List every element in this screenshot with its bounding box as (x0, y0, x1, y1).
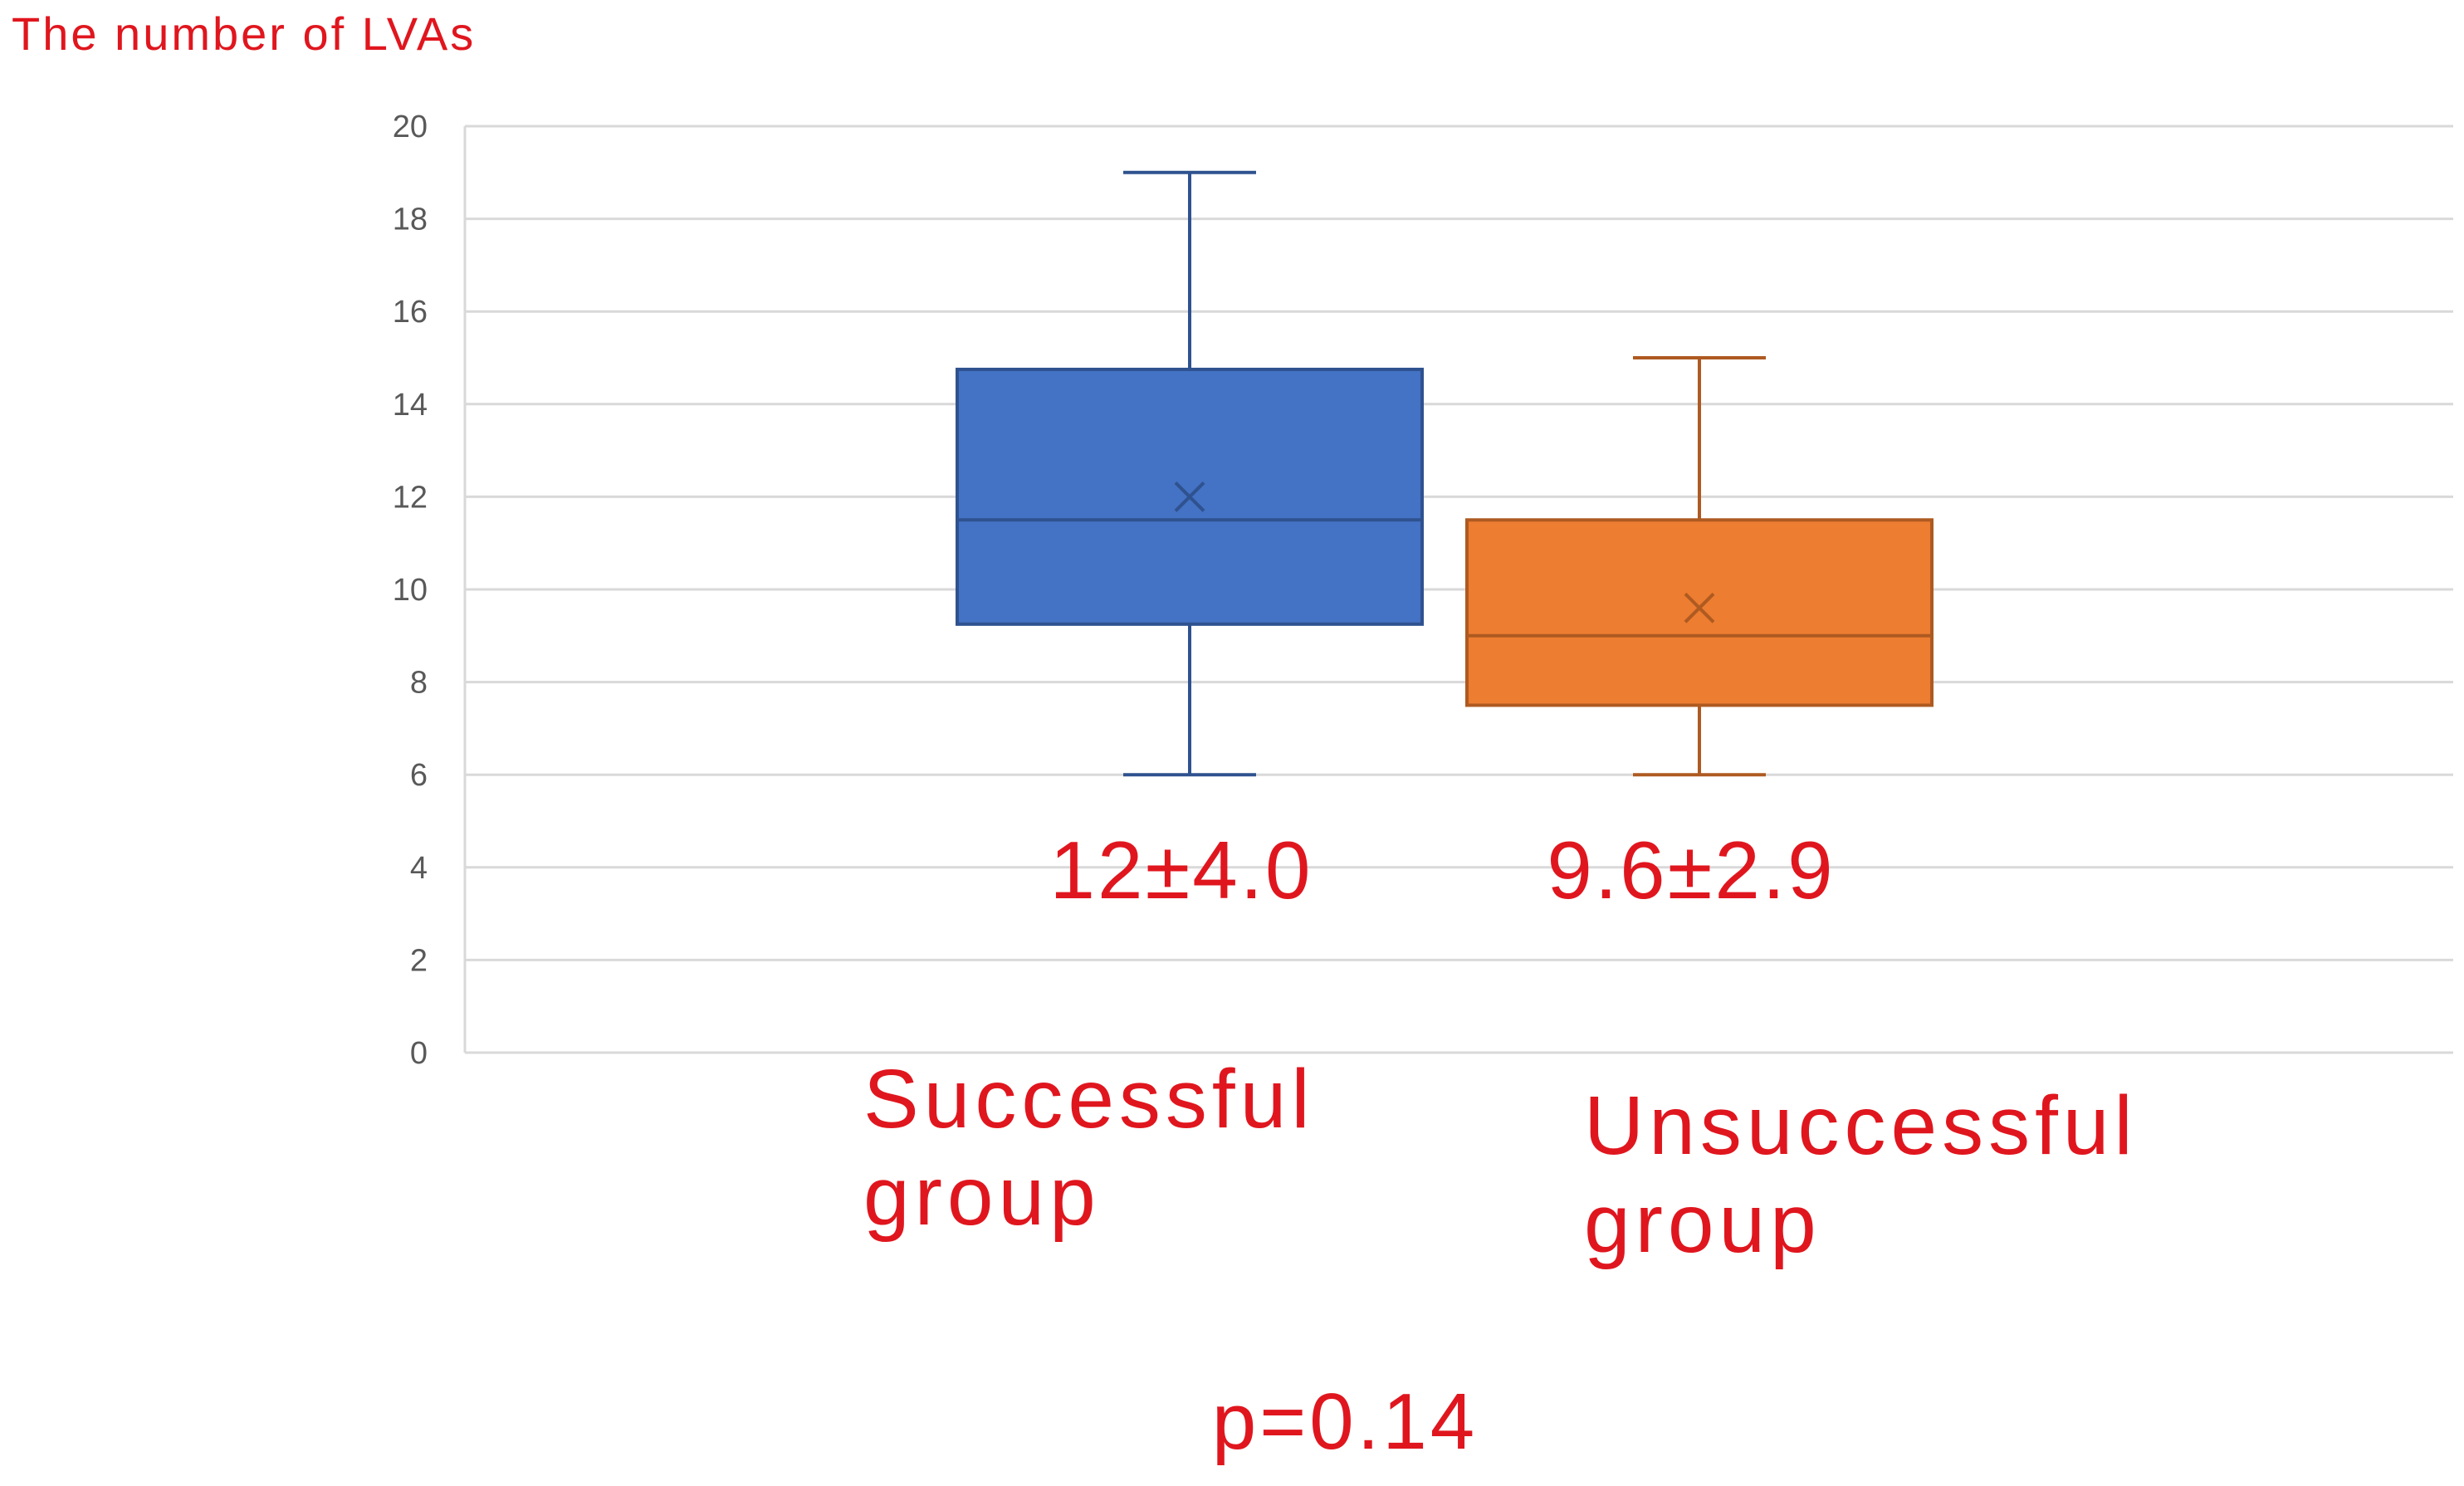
box-group (1465, 356, 1934, 777)
y-tick-label: 14 (393, 388, 428, 423)
y-tick-label: 20 (393, 110, 428, 144)
labels: 12±4.0Successfulgroup9.6±2.9Unsuccessful… (863, 824, 2138, 1270)
y-tick-label: 4 (410, 851, 428, 886)
y-tick-label: 0 (410, 1036, 428, 1071)
mean-x-stroke (1174, 481, 1205, 512)
y-axis-title: The number of LVAs (12, 7, 476, 60)
y-tick-label: 16 (393, 295, 428, 330)
mean-x-stroke (1684, 592, 1715, 623)
y-tick-label: 10 (393, 573, 428, 608)
group-label-line: Successful (863, 1053, 1315, 1146)
mean-marker (1684, 592, 1715, 623)
y-tick-label: 18 (393, 203, 428, 237)
mean-marker (1174, 481, 1205, 512)
gridlines (463, 125, 2453, 1054)
boxes (956, 170, 1934, 777)
group-label-line: group (863, 1150, 1101, 1243)
y-tick-label: 2 (410, 943, 428, 978)
box-group (956, 170, 1424, 777)
stat-label: 9.6±2.9 (1547, 824, 1835, 916)
group-label-line: Unsuccessful (1584, 1079, 2138, 1172)
y-axis-ticks: 0 2 4 6 8 10 12 14 16 18 20 (393, 110, 428, 1071)
y-tick-label: 6 (410, 758, 428, 793)
iqr-box (1465, 518, 1934, 707)
group-label-line: group (1584, 1177, 1821, 1270)
p-value-label: p=0.14 (1212, 1377, 1478, 1466)
y-tick-label: 8 (410, 666, 428, 701)
stat-label: 12±4.0 (1049, 824, 1313, 916)
y-tick-label: 12 (393, 480, 428, 515)
